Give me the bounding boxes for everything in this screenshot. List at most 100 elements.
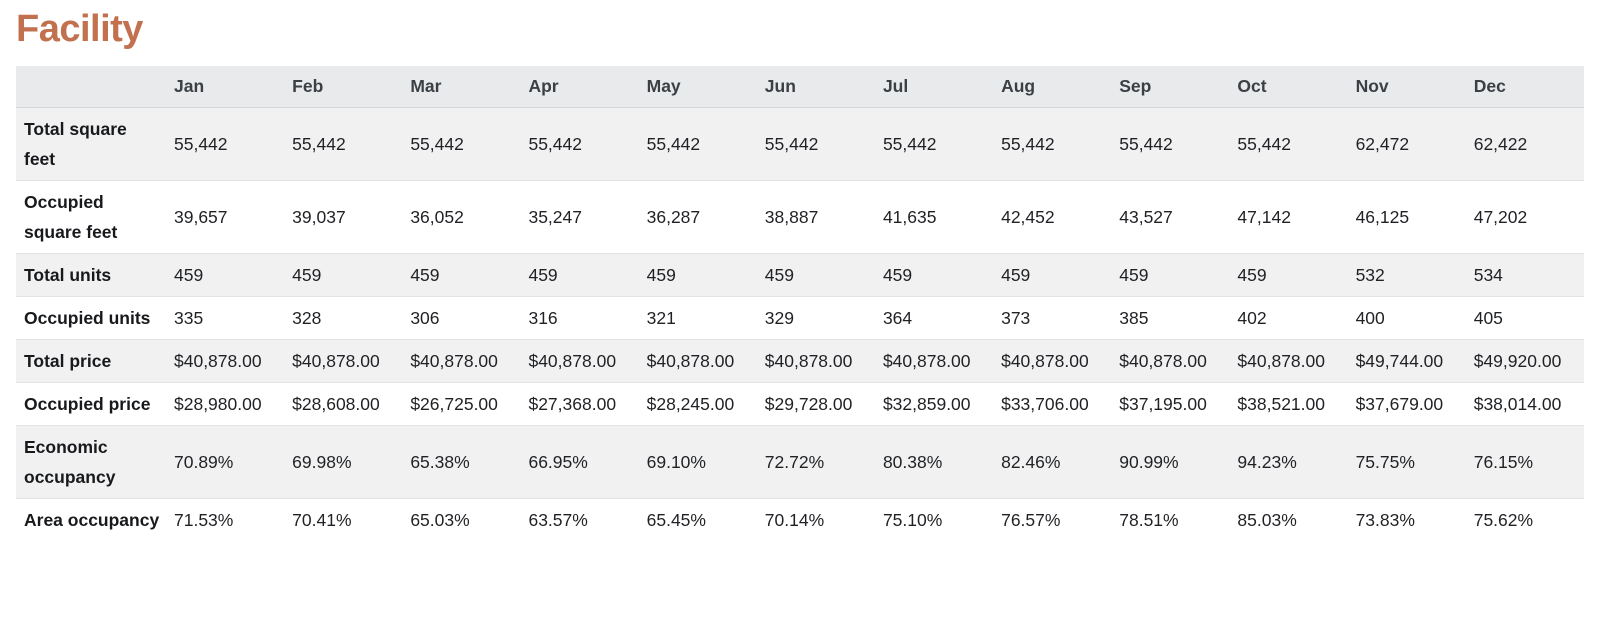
table-row: Total units 459 459 459 459 459 459 459 459 459 45… [16, 253, 1584, 296]
table-cell: 55,442 [528, 133, 582, 154]
table-cell: $40,878.00 [528, 350, 617, 371]
table-cell: $49,920.00 [1473, 350, 1562, 371]
month-header: Jul [874, 65, 994, 108]
table-cell: 373 [1001, 307, 1031, 328]
table-row: Occupied units 335 328 306 316 321 329 364 373 38… [16, 296, 1584, 339]
table-cell: 329 [764, 307, 794, 328]
table-cell: $37,195.00 [1119, 393, 1207, 414]
table-cell: 76.15% [1473, 451, 1534, 472]
table-cell: 70.14% [764, 509, 825, 530]
table-cell: 55,442 [764, 133, 819, 154]
table-cell: $49,744.00 [1355, 350, 1444, 371]
table-cell: $40,878.00 [1237, 350, 1325, 371]
table-cell: 335 [174, 307, 204, 328]
table-cell: 55,442 [174, 133, 228, 154]
table-cell: 39,037 [292, 206, 346, 227]
table-cell: 55,442 [1119, 133, 1173, 154]
month-header: Feb [284, 65, 403, 108]
table-cell: 459 [764, 264, 794, 285]
table-cell: 38,887 [764, 206, 819, 227]
table-cell: 55,442 [1001, 133, 1055, 154]
row-label: Total square feet [24, 118, 127, 169]
corner-cell [16, 65, 166, 108]
table-cell: 46,125 [1355, 206, 1410, 227]
table-cell: 65.38% [410, 451, 470, 472]
table-cell: 71.53% [174, 509, 234, 530]
table-cell: 405 [1473, 307, 1503, 328]
table-cell: 94.23% [1237, 451, 1297, 472]
table-cell: 75.62% [1473, 509, 1534, 530]
table-cell: 73.83% [1355, 509, 1415, 530]
table-header-row: Jan Feb Mar Apr May Jun Jul Aug Sep Oct Nov Dec [16, 65, 1584, 108]
month-header: Nov [1347, 65, 1466, 108]
month-header: Dec [1465, 65, 1584, 108]
table-cell: 70.89% [174, 451, 234, 472]
row-label: Occupied price [24, 393, 151, 414]
table-cell: 47,142 [1237, 206, 1291, 227]
table-cell: $40,878.00 [646, 350, 735, 371]
month-header: Aug [993, 65, 1112, 108]
table-cell: 63.57% [528, 509, 588, 530]
table-body: Total square feet 55,442 55,442 55,442 55,44… [16, 107, 1584, 541]
table-cell: $28,245.00 [646, 393, 735, 414]
table-cell: 459 [646, 264, 676, 285]
table-cell: 65.45% [646, 509, 706, 530]
table-cell: 55,442 [646, 133, 701, 154]
month-header: Apr [520, 65, 639, 108]
table-cell: $38,521.00 [1237, 393, 1325, 414]
table-cell: 41,635 [882, 206, 937, 227]
table-cell: 65.03% [410, 509, 470, 530]
table-cell: 76.57% [1001, 509, 1061, 530]
table-cell: $40,878.00 [410, 350, 498, 371]
table-cell: $40,878.00 [1001, 350, 1089, 371]
row-label: Occupied units [24, 307, 151, 328]
table-cell: $40,878.00 [174, 350, 262, 371]
table-cell: 55,442 [292, 133, 346, 154]
table-cell: 75.10% [882, 509, 943, 530]
table-cell: 55,442 [882, 133, 937, 154]
month-header: Jun [756, 65, 875, 108]
table-cell: 55,442 [1237, 133, 1291, 154]
row-label: Total units [24, 264, 112, 285]
table-cell: 306 [410, 307, 440, 328]
table-cell: $27,368.00 [528, 393, 617, 414]
table-header: Jan Feb Mar Apr May Jun Jul Aug Sep Oct Nov Dec [16, 65, 1584, 108]
table-cell: $40,878.00 [764, 350, 853, 371]
table-cell: $29,728.00 [764, 393, 853, 414]
table-row: Total square feet 55,442 55,442 55,442 55,44… [16, 107, 1584, 180]
table-cell: 459 [292, 264, 322, 285]
table-cell: 75.75% [1355, 451, 1415, 472]
month-header: May [638, 65, 757, 108]
table-cell: 459 [1001, 264, 1031, 285]
table-cell: 70.41% [292, 509, 352, 530]
table-cell: $32,859.00 [882, 393, 971, 414]
month-header: Jan [166, 65, 285, 108]
table-cell: 55,442 [410, 133, 464, 154]
row-label: Occupied square feet [24, 191, 118, 242]
table-cell: $40,878.00 [292, 350, 380, 371]
table-cell: 82.46% [1001, 451, 1061, 472]
row-label: Area occupancy [24, 509, 160, 530]
row-label: Economic occupancy [24, 436, 116, 487]
table-cell: $28,980.00 [174, 393, 262, 414]
table-cell: 459 [1237, 264, 1267, 285]
table-cell: $28,608.00 [292, 393, 380, 414]
page-title: Facility [16, 8, 143, 50]
table-row: Occupied price $28,980.00 $28,608.00 $26,72… [16, 382, 1584, 425]
table-row: Area occupancy 71.53% 70.41% 65.03% 63.57% 65… [16, 498, 1584, 541]
table-cell: 72.72% [764, 451, 825, 472]
table-cell: 402 [1237, 307, 1267, 328]
table-cell: 47,202 [1473, 206, 1528, 227]
table-cell: 321 [646, 307, 676, 328]
table-cell: 328 [292, 307, 322, 328]
table-cell: 364 [882, 307, 913, 328]
table-cell: 459 [882, 264, 913, 285]
table-row: Total price $40,878.00 $40,878.00 $40,878.0… [16, 339, 1584, 382]
table-cell: 39,657 [174, 206, 228, 227]
table-cell: $26,725.00 [410, 393, 498, 414]
table-cell: 69.10% [646, 451, 706, 472]
table-cell: 66.95% [528, 451, 588, 472]
table-cell: 400 [1355, 307, 1385, 328]
table-cell: 459 [410, 264, 440, 285]
table-cell: 85.03% [1237, 509, 1297, 530]
